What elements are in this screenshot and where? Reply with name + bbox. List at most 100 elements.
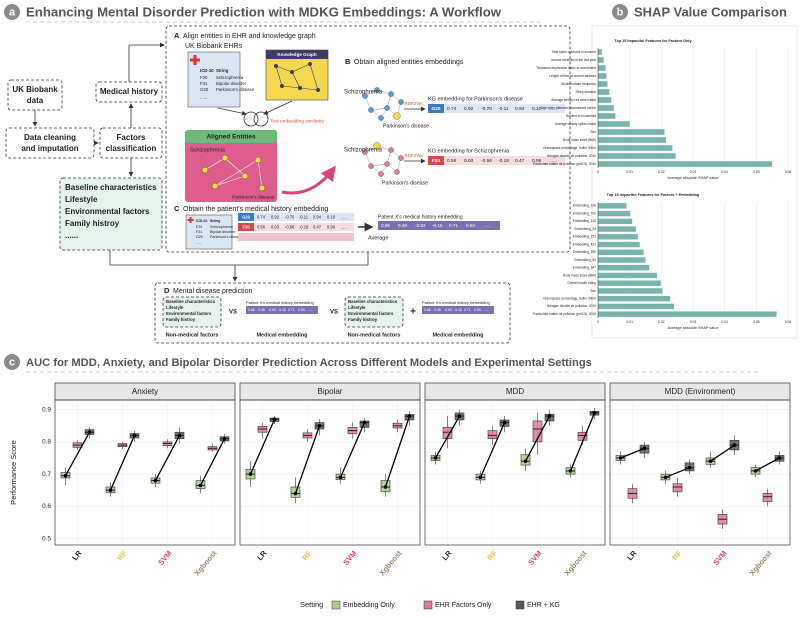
bar bbox=[598, 113, 616, 119]
median-dot bbox=[568, 469, 573, 473]
legend-label: Embedding Only bbox=[343, 602, 395, 609]
x-tick-label: Xgboost bbox=[562, 548, 588, 577]
patient-value: 0.71 bbox=[464, 308, 471, 312]
patient-value: 0.65 bbox=[248, 308, 255, 312]
ehr-header: ICD-10 bbox=[200, 68, 214, 73]
network-node bbox=[373, 142, 381, 150]
ehr-cell: Bipolar disorder bbox=[216, 81, 247, 86]
facet-title: Bipolar bbox=[318, 387, 343, 396]
average-label: Average bbox=[368, 235, 388, 241]
ehr-cell: Bipolar disorder bbox=[210, 230, 236, 234]
ehr-header: ICD-10 bbox=[196, 219, 207, 223]
embedding-value: 0.92 bbox=[271, 214, 280, 219]
prediction-box bbox=[154, 282, 511, 344]
network-node bbox=[362, 149, 368, 155]
bar bbox=[598, 280, 661, 286]
y-tick-label: 0.7 bbox=[42, 471, 51, 478]
box-label: Data cleaning bbox=[24, 133, 76, 142]
bar bbox=[598, 218, 633, 225]
embedding-value: 0.74 bbox=[447, 106, 457, 112]
non-medical-box bbox=[344, 296, 404, 328]
kg-edge bbox=[291, 71, 301, 89]
entity-label: Schizophrenia bbox=[344, 90, 383, 96]
legend-label: EHR Factors Only bbox=[435, 602, 492, 609]
patient-value: -0.63 bbox=[415, 223, 426, 228]
patient-vector bbox=[422, 306, 494, 314]
y-tick-label: Average weekly red wine intake bbox=[551, 98, 596, 102]
patient-value: 0.48 bbox=[398, 223, 407, 228]
patient-value: 0.65 bbox=[424, 308, 431, 312]
step-letter: A bbox=[174, 31, 180, 40]
embedding-code bbox=[238, 213, 254, 221]
y-tick-label: Greenspace percentage, buffer 300m bbox=[543, 297, 596, 301]
factor-item: Family histroy bbox=[166, 317, 196, 322]
trend-line bbox=[524, 415, 551, 462]
panel-border bbox=[239, 399, 421, 546]
patient-value: -0.15 bbox=[432, 223, 443, 228]
ehr-header: String bbox=[210, 219, 220, 223]
panel-label: a bbox=[9, 6, 16, 18]
ehr-cell: F20 bbox=[196, 225, 202, 229]
embedding-value: 0.47 bbox=[515, 158, 525, 164]
facet-title: MDD (Environment) bbox=[665, 387, 736, 396]
trend-line bbox=[434, 415, 461, 459]
x-tick-label: 0.05 bbox=[753, 320, 760, 324]
aligned-edge bbox=[257, 159, 263, 189]
embedding-code-label: G20 bbox=[431, 106, 440, 112]
aligned-edge bbox=[214, 159, 259, 187]
embedding-value: -0.11 bbox=[498, 106, 509, 112]
embedding-caption: KG embedding for Schizophrenia bbox=[428, 148, 510, 154]
non-medical-box bbox=[162, 296, 222, 328]
y-tick-label: 0.6 bbox=[42, 503, 51, 510]
median-dot bbox=[618, 456, 623, 460]
median-dot bbox=[502, 420, 507, 425]
factor-item: Baseline characteristics bbox=[65, 183, 157, 192]
x-tick-label: SVM bbox=[156, 549, 173, 567]
step-title: Obtain aligned entities embeddings bbox=[354, 59, 464, 66]
bar bbox=[598, 73, 607, 79]
step-title: Mental disease prediction bbox=[173, 288, 252, 295]
y-tick-label: Average weekly spirits intake bbox=[555, 122, 596, 126]
x-tick-label: Xgboost bbox=[377, 548, 403, 577]
bar bbox=[598, 311, 777, 317]
x-axis-label: Average absolute SHAP value bbox=[668, 176, 719, 180]
patient-value: 0.71 bbox=[449, 223, 458, 228]
x-tick-label: RF bbox=[115, 548, 129, 562]
median-dot bbox=[732, 443, 737, 447]
y-tick-label: 0.5 bbox=[42, 535, 51, 542]
entity-label: Parkinson's disease bbox=[383, 123, 429, 129]
factor-item: Environmental factors bbox=[166, 311, 212, 316]
trend-line bbox=[384, 415, 411, 488]
x-tick-label: LR bbox=[625, 548, 639, 562]
embedding-vector bbox=[238, 233, 354, 241]
y-tick-label: Embedding_347 bbox=[573, 266, 596, 270]
trend-line bbox=[294, 425, 321, 494]
aligned-header bbox=[185, 130, 277, 143]
panel-border bbox=[424, 399, 606, 546]
y-tick-label: Income received in the last year bbox=[551, 58, 597, 62]
y-tick-label: Greenspace percentage, buffer 300m bbox=[543, 146, 596, 150]
trend-line bbox=[665, 467, 690, 478]
network-node bbox=[378, 171, 384, 177]
aligned-edge bbox=[204, 157, 226, 171]
bar bbox=[598, 89, 610, 95]
aligned-edge bbox=[214, 175, 246, 187]
ehr-cell: F31 bbox=[200, 81, 208, 86]
median-dot bbox=[198, 483, 203, 488]
y-tick-label: Age when attended assessment centre bbox=[541, 106, 596, 110]
patient-vector bbox=[246, 306, 318, 314]
median-dot bbox=[87, 430, 92, 435]
panel-badge bbox=[612, 4, 628, 20]
bar bbox=[598, 161, 773, 167]
trend-line bbox=[620, 447, 645, 459]
y-tick-label: Embedding_515 bbox=[573, 219, 596, 223]
box bbox=[442, 427, 453, 439]
vs-label: VS bbox=[330, 310, 338, 316]
panel-label: b bbox=[617, 6, 624, 18]
box bbox=[762, 493, 773, 502]
embedding-code-label: F20 bbox=[432, 158, 441, 164]
ehr-cell: G20 bbox=[196, 235, 203, 239]
patient-value: -0.63 bbox=[444, 308, 452, 312]
y-tick-label: Length of time at current address bbox=[549, 74, 596, 78]
